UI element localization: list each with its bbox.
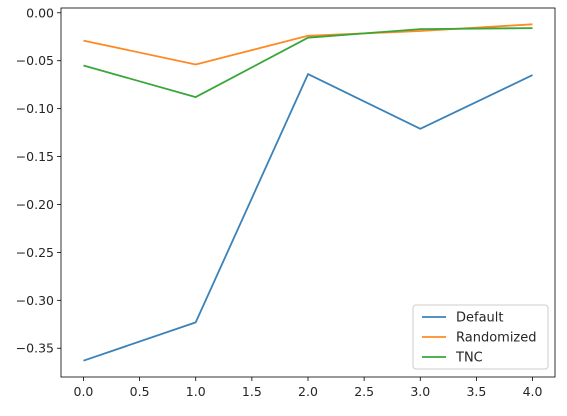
x-tick-label: 0.5 [130,384,150,399]
y-tick-label: −0.05 [16,53,54,68]
y-tick-label: −0.10 [16,101,54,116]
plot-frame [60,7,556,378]
legend-box [412,304,549,370]
x-tick-label: 1.5 [242,384,262,399]
x-tick-label: 1.0 [186,384,206,399]
y-tick-label: 0.00 [26,5,54,20]
y-tick-label: −0.35 [16,341,54,356]
series-line-tnc [83,27,533,98]
x-tick-label: 4.0 [523,384,543,399]
x-axis: 0.0 0.5 1.0 1.5 2.0 2.5 3.0 3.5 4.0 [74,377,543,399]
series-line-randomized [83,23,533,66]
y-axis: 0.00 −0.05 −0.10 −0.15 −0.20 −0.25 −0.30 −0.35 [16,5,61,356]
y-tick-label: −0.15 [16,149,54,164]
y-tick-label: −0.25 [16,245,54,260]
x-tick-label: 2.0 [298,384,318,399]
x-tick-label: 2.5 [354,384,374,399]
x-tick-label: 3.5 [466,384,486,399]
legend-label: Randomized [456,331,537,346]
y-tick-label: −0.30 [16,293,54,308]
series-line-default [83,73,533,362]
series-lines [83,23,533,362]
x-tick-label: 0.0 [74,384,94,399]
legend-label: Default [456,311,504,326]
y-tick-label: −0.20 [16,197,54,212]
legend: Default Randomized TNC [412,304,549,370]
legend-label: TNC [455,351,483,366]
x-tick-label: 3.0 [410,384,430,399]
